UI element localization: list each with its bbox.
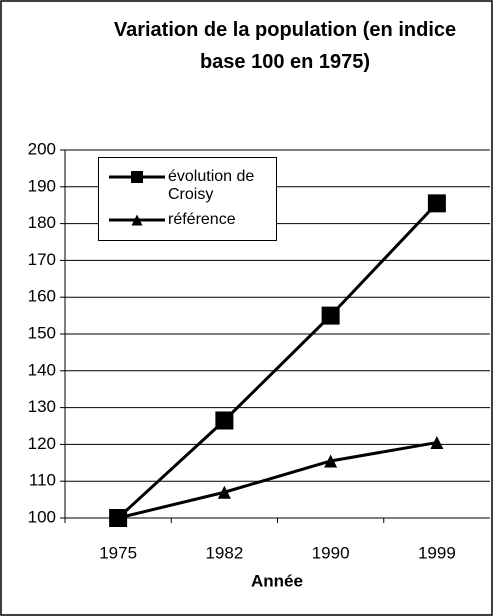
x-axis-label: Année [251, 571, 303, 590]
y-tick-label: 180 [28, 213, 56, 232]
y-tick-label: 140 [28, 360, 56, 379]
legend-marker [131, 214, 143, 226]
legend-label: évolution de Croisy [168, 168, 255, 203]
marker [324, 454, 338, 468]
x-tick-label: 1999 [418, 543, 456, 562]
x-tick-label: 1982 [205, 543, 243, 562]
legend-keys [109, 171, 165, 226]
y-tick-label: 130 [28, 397, 56, 416]
marker [321, 306, 340, 325]
series-line [117, 202, 438, 520]
legend-label: référence [168, 211, 236, 228]
x-tick-label: 1975 [99, 543, 137, 562]
y-tick-label: 160 [28, 287, 56, 306]
y-tick-label: 200 [28, 139, 56, 158]
y-tick-label: 190 [28, 176, 56, 195]
marker [427, 194, 446, 213]
marker [111, 511, 125, 525]
legend: évolution de Croisy référence [98, 157, 277, 241]
y-tick-label: 150 [28, 323, 56, 342]
y-tick-label: 100 [28, 507, 56, 526]
legend-marker [131, 171, 143, 183]
marker [215, 411, 234, 430]
marker [430, 436, 444, 450]
chart-title: Variation de la population (en indice ba… [113, 19, 457, 73]
y-tick-label: 120 [28, 434, 56, 453]
series-line [117, 441, 438, 520]
y-tick-label: 170 [28, 250, 56, 269]
x-tick-label: 1990 [312, 543, 350, 562]
y-tick-label: 110 [29, 471, 56, 490]
marker [217, 485, 231, 499]
